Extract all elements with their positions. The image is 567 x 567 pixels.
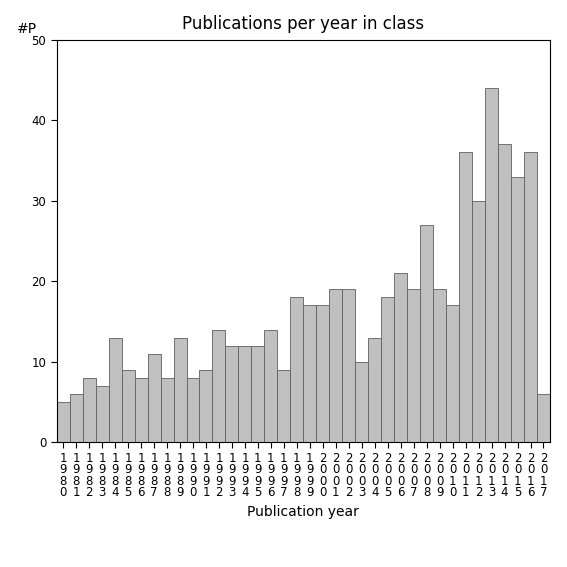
Text: #P: #P: [17, 22, 37, 36]
Bar: [121, 370, 134, 442]
Bar: [96, 386, 109, 442]
Bar: [472, 201, 485, 442]
X-axis label: Publication year: Publication year: [247, 505, 359, 519]
Bar: [174, 337, 187, 442]
Bar: [537, 394, 550, 442]
Bar: [251, 346, 264, 442]
Bar: [342, 289, 356, 442]
Bar: [239, 346, 251, 442]
Bar: [329, 289, 342, 442]
Bar: [485, 88, 498, 442]
Bar: [147, 354, 160, 442]
Bar: [70, 394, 83, 442]
Bar: [303, 306, 316, 442]
Bar: [420, 225, 433, 442]
Bar: [316, 306, 329, 442]
Title: Publications per year in class: Publications per year in class: [182, 15, 425, 32]
Bar: [213, 329, 226, 442]
Bar: [446, 306, 459, 442]
Bar: [134, 378, 147, 442]
Bar: [433, 289, 446, 442]
Bar: [160, 378, 174, 442]
Bar: [226, 346, 239, 442]
Bar: [277, 370, 290, 442]
Bar: [200, 370, 213, 442]
Bar: [356, 362, 368, 442]
Bar: [407, 289, 420, 442]
Bar: [524, 153, 537, 442]
Bar: [290, 297, 303, 442]
Bar: [368, 337, 381, 442]
Bar: [394, 273, 407, 442]
Bar: [109, 337, 121, 442]
Bar: [57, 402, 70, 442]
Bar: [381, 297, 394, 442]
Bar: [459, 153, 472, 442]
Bar: [83, 378, 96, 442]
Bar: [187, 378, 200, 442]
Bar: [511, 176, 524, 442]
Bar: [264, 329, 277, 442]
Bar: [498, 145, 511, 442]
